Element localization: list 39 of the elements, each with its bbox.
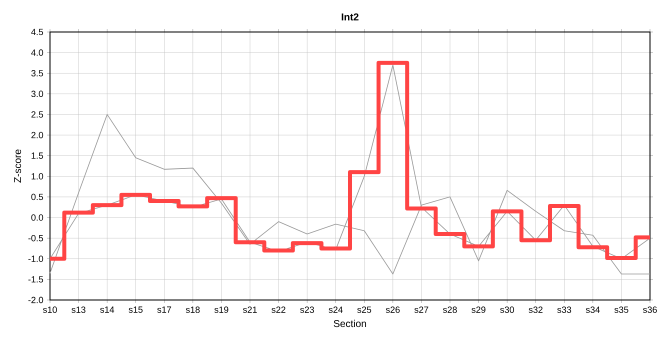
x-tick-label: s15 (128, 306, 143, 313)
x-tick-label: s25 (357, 306, 372, 313)
x-tick-label: s18 (186, 306, 200, 313)
x-tick-label: s33 (557, 306, 572, 313)
y-tick-label: 1.0 (32, 173, 44, 180)
y-axis-title: Z-score (14, 150, 22, 183)
x-tick-label: s14 (100, 306, 114, 313)
y-tick-label: -2.0 (28, 296, 44, 304)
x-tick-label: s32 (528, 306, 543, 313)
x-tick-label: s24 (328, 306, 343, 313)
y-tick-label: 0.0 (31, 214, 44, 221)
x-tick-label: s22 (272, 306, 286, 313)
y-tick-label: 4.5 (31, 28, 44, 36)
x-tick-label: s10 (43, 306, 57, 313)
x-tick-label: s21 (243, 306, 257, 313)
y-tick-label: -0.5 (28, 234, 44, 242)
y-tick-label: 4.0 (31, 49, 44, 56)
x-tick-label: s28 (443, 306, 457, 313)
x-tick-label: s35 (614, 306, 628, 313)
x-tick-label: s27 (414, 306, 428, 313)
y-tick-label: 3.0 (31, 90, 44, 98)
x-tick-label: s19 (214, 306, 228, 313)
x-tick-label: s34 (586, 306, 600, 313)
y-tick-label: 2.0 (31, 132, 44, 138)
x-axis-title: Section (334, 320, 366, 328)
y-tick-label: 3.5 (31, 70, 44, 76)
y-tick-label: 2.5 (31, 111, 44, 118)
y-tick-label: -1.0 (28, 256, 44, 262)
y-tick-label: 0.5 (31, 194, 44, 200)
chart-title: Int2 (342, 13, 358, 20)
y-tick-label: 1.5 (32, 152, 44, 159)
y-tick-label: -1.5 (28, 276, 44, 283)
x-tick-label: s29 (472, 306, 486, 313)
x-tick-label: s36 (642, 306, 657, 313)
x-tick-label: s23 (300, 306, 314, 313)
x-tick-label: s30 (500, 306, 514, 313)
x-tick-label: s17 (157, 306, 172, 313)
x-tick-label: s26 (386, 306, 400, 313)
x-tick-label: s13 (72, 306, 86, 313)
